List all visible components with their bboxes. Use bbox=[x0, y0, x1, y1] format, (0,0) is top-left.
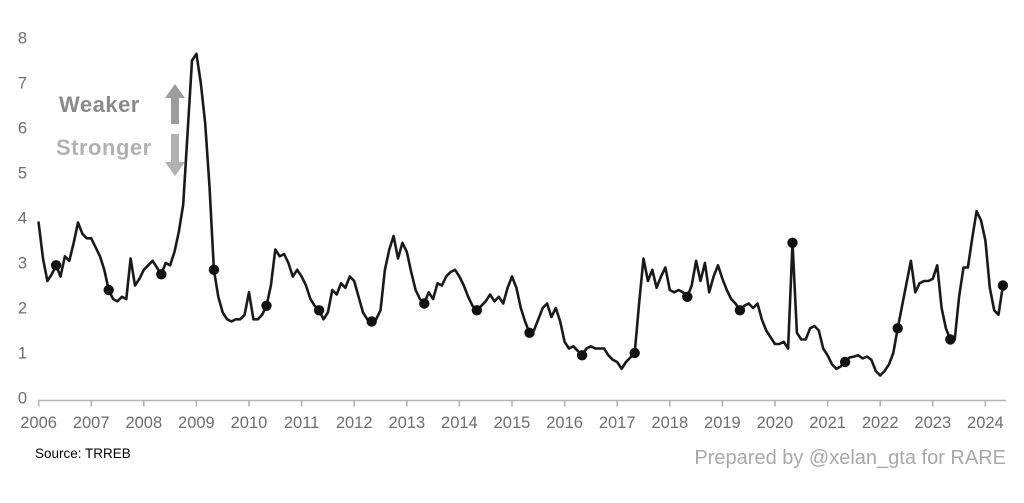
data-point-marker bbox=[156, 269, 167, 280]
data-point-marker bbox=[366, 316, 377, 327]
x-axis-tick-label: 2014 bbox=[441, 414, 478, 432]
data-point-marker bbox=[787, 237, 798, 248]
data-point-marker bbox=[576, 350, 588, 361]
up-arrow-icon bbox=[165, 84, 185, 124]
y-axis-tick-label: 6 bbox=[18, 120, 27, 138]
prepared-by-label: Prepared by @xelan_gta for RARE bbox=[694, 447, 1006, 469]
y-axis-tick-label: 0 bbox=[18, 390, 27, 408]
x-axis-tick-label: 2024 bbox=[967, 414, 1004, 432]
x-axis-tick-label: 2023 bbox=[914, 414, 951, 432]
x-axis-tick-label: 2010 bbox=[231, 414, 268, 432]
data-point-marker bbox=[261, 300, 272, 311]
y-axis-tick-label: 4 bbox=[18, 210, 27, 228]
down-arrow-icon bbox=[165, 134, 185, 176]
y-axis-tick-label: 3 bbox=[18, 255, 27, 273]
data-point-marker bbox=[103, 284, 114, 296]
data-point-marker bbox=[524, 327, 535, 338]
x-axis-tick-label: 2020 bbox=[757, 414, 794, 432]
data-point-marker bbox=[734, 305, 746, 316]
x-axis-tick-label: 2017 bbox=[599, 414, 636, 432]
x-axis-tick-label: 2011 bbox=[284, 414, 319, 432]
x-axis-tick-label: 2012 bbox=[336, 414, 373, 432]
x-axis-tick-label: 2021 bbox=[809, 414, 846, 432]
x-axis-tick-label: 2007 bbox=[73, 414, 110, 432]
y-axis-tick-label: 5 bbox=[18, 165, 27, 183]
x-axis-tick-label: 2018 bbox=[651, 414, 688, 432]
direction-arrows bbox=[165, 84, 185, 176]
x-axis-tick-label: 2016 bbox=[546, 414, 583, 432]
data-point-marker bbox=[208, 264, 220, 275]
y-axis-tick-label: 7 bbox=[18, 75, 27, 93]
y-axis-tick-label: 8 bbox=[18, 30, 27, 48]
x-axis-tick-label: 2006 bbox=[20, 414, 57, 432]
y-axis-tick-label: 1 bbox=[18, 345, 27, 363]
data-point-marker bbox=[419, 298, 430, 309]
source-label: Source: TRREB bbox=[35, 446, 131, 461]
y-axis-tick-label: 2 bbox=[18, 300, 27, 318]
data-point-marker bbox=[892, 323, 903, 334]
weaker-annotation-label: Weaker bbox=[59, 92, 140, 117]
data-point-marker bbox=[629, 347, 640, 359]
data-point-marker bbox=[997, 280, 1009, 291]
data-point-marker bbox=[945, 334, 956, 345]
x-axis-tick-label: 2022 bbox=[862, 414, 899, 432]
x-axis-tick-label: 2015 bbox=[494, 414, 531, 432]
data-point-marker bbox=[471, 305, 483, 316]
data-point-marker bbox=[313, 305, 325, 316]
data-point-marker bbox=[839, 356, 851, 368]
x-axis-tick-label: 2013 bbox=[388, 414, 425, 432]
x-axis-tick-label: 2019 bbox=[704, 414, 741, 432]
x-axis-tick-label: 2008 bbox=[125, 414, 162, 432]
data-point-marker bbox=[682, 291, 693, 302]
x-axis-tick-label: 2009 bbox=[178, 414, 215, 432]
data-point-marker bbox=[50, 260, 62, 271]
stronger-annotation-label: Stronger bbox=[56, 135, 152, 160]
